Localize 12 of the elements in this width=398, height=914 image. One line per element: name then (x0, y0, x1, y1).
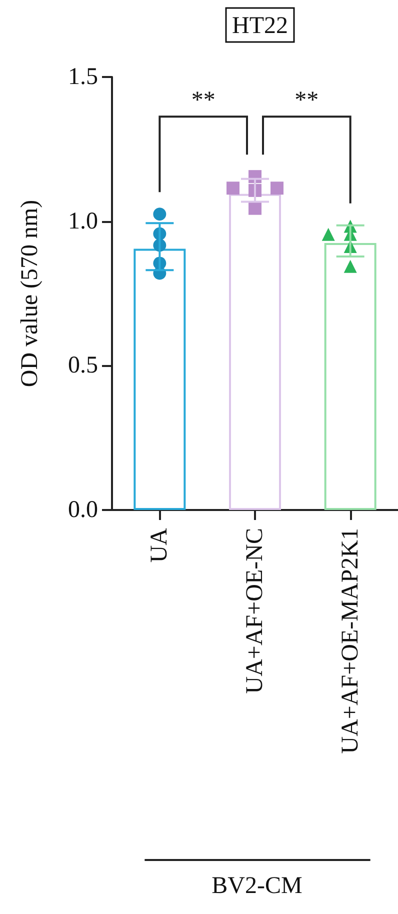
y-axis-title: OD value (570 nm) (17, 200, 43, 388)
x-tick-label: UA+AF+OE-NC (242, 528, 268, 694)
annotation: ** (294, 88, 319, 114)
x-tick-label: UA+AF+OE-MAP2K1 (337, 528, 364, 754)
y-tick-label: 0.0 (68, 497, 98, 523)
y-tick-label: 1.0 (68, 208, 98, 234)
x-tick-label: UA (146, 527, 173, 563)
y-tick-label: 0.5 (68, 352, 98, 379)
text: BV2-CM (212, 873, 302, 899)
annotation: ** (191, 88, 216, 114)
chart-title: HT22 (232, 13, 288, 39)
y-tick-label: 1.5 (68, 64, 98, 90)
